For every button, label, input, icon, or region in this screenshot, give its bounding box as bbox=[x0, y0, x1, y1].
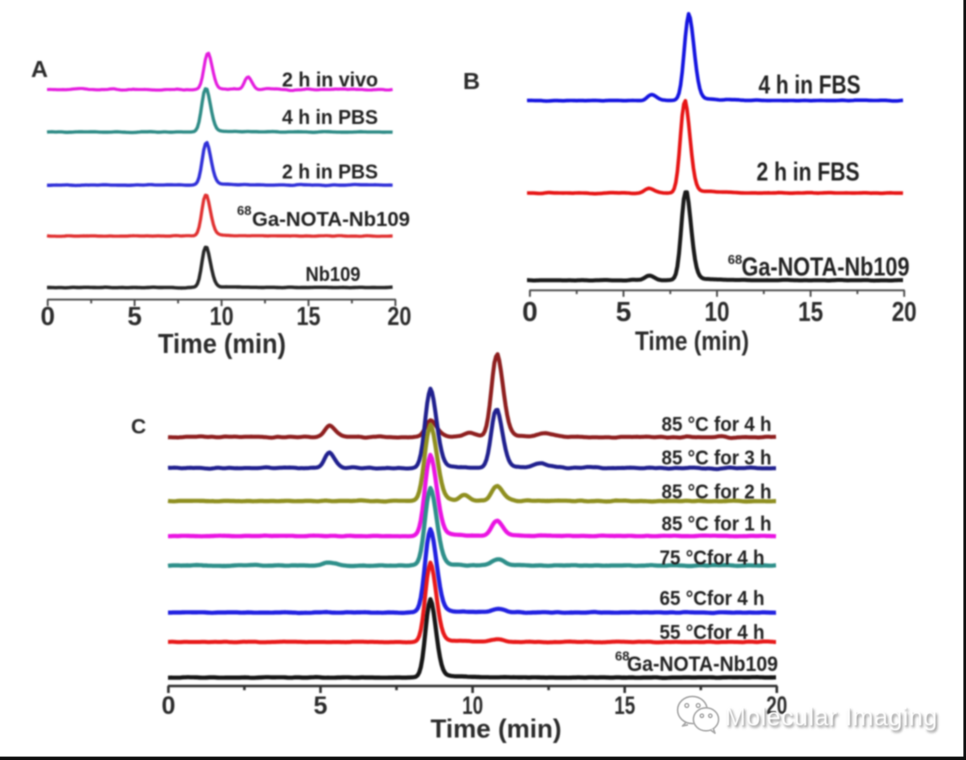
svg-text:20: 20 bbox=[892, 296, 917, 327]
svg-text:15: 15 bbox=[297, 301, 321, 331]
svg-text:A: A bbox=[31, 56, 48, 82]
svg-text:Time (min): Time (min) bbox=[635, 326, 749, 356]
svg-text:65 °Cfor 4 h: 65 °Cfor 4 h bbox=[660, 587, 765, 610]
svg-text:2 h in PBS: 2 h in PBS bbox=[282, 162, 378, 184]
svg-text:5: 5 bbox=[127, 301, 141, 331]
svg-text:15: 15 bbox=[798, 296, 823, 327]
svg-text:10: 10 bbox=[210, 301, 234, 331]
svg-text:0: 0 bbox=[40, 301, 54, 331]
svg-text:Time (min): Time (min) bbox=[158, 328, 286, 359]
svg-text:Ga-NOTA-Nb109: Ga-NOTA-Nb109 bbox=[742, 252, 910, 282]
svg-text:15: 15 bbox=[614, 692, 635, 720]
svg-text:68: 68 bbox=[237, 203, 251, 218]
svg-text:5: 5 bbox=[314, 692, 328, 720]
svg-text:C: C bbox=[131, 416, 146, 439]
svg-text:75 °Cfor 4 h: 75 °Cfor 4 h bbox=[660, 547, 765, 570]
svg-text:Ga-NOTA-Nb109: Ga-NOTA-Nb109 bbox=[252, 209, 410, 231]
svg-text:10: 10 bbox=[705, 296, 730, 327]
svg-text:0: 0 bbox=[161, 692, 175, 720]
svg-text:55 °Cfor 4 h: 55 °Cfor 4 h bbox=[660, 621, 765, 644]
svg-text:85 °C for 2 h: 85 °C for 2 h bbox=[662, 481, 772, 504]
svg-text:5: 5 bbox=[616, 296, 632, 327]
svg-text:85 °C for 4 h: 85 °C for 4 h bbox=[662, 413, 772, 436]
svg-text:85 °C for 1 h: 85 °C for 1 h bbox=[662, 513, 772, 536]
svg-text:68: 68 bbox=[728, 252, 742, 267]
svg-text:0: 0 bbox=[522, 296, 538, 327]
svg-text:68: 68 bbox=[615, 649, 629, 664]
svg-text:Molecular Imaging: Molecular Imaging bbox=[725, 704, 938, 732]
svg-text:20: 20 bbox=[387, 301, 411, 331]
svg-text:Nb109: Nb109 bbox=[306, 264, 361, 286]
svg-text:B: B bbox=[463, 68, 480, 94]
svg-text:Time (min): Time (min) bbox=[431, 714, 562, 744]
svg-text:85 °C for 3 h: 85 °C for 3 h bbox=[662, 447, 772, 470]
svg-text:2 h in vivo: 2 h in vivo bbox=[282, 70, 378, 92]
svg-text:Ga-NOTA-Nb109: Ga-NOTA-Nb109 bbox=[627, 652, 778, 676]
svg-text:10: 10 bbox=[462, 692, 483, 720]
svg-text:4 h in FBS: 4 h in FBS bbox=[759, 70, 861, 100]
svg-text:4 h in PBS: 4 h in PBS bbox=[282, 107, 378, 129]
svg-text:20: 20 bbox=[766, 692, 787, 720]
svg-text:2 h in FBS: 2 h in FBS bbox=[757, 157, 860, 187]
